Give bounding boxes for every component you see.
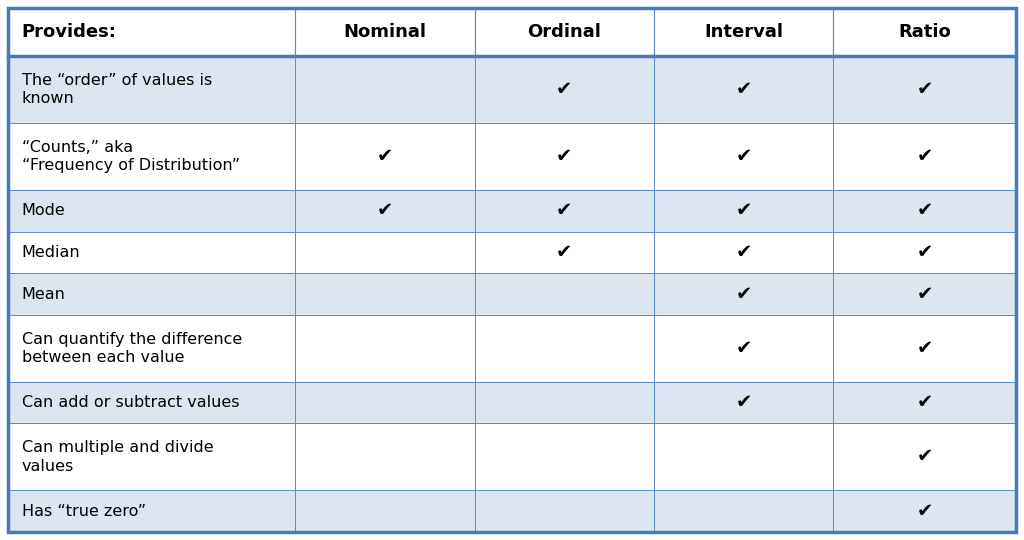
Text: ✔: ✔ [735, 243, 752, 262]
Text: ✔: ✔ [735, 201, 752, 220]
Text: ✔: ✔ [735, 80, 752, 99]
Text: ✔: ✔ [556, 147, 572, 166]
Bar [834, 273, 1016, 315]
Text: Can multiple and divide
values: Can multiple and divide values [22, 440, 213, 474]
Text: ✔: ✔ [916, 147, 933, 166]
Bar [834, 56, 1016, 123]
Text: ✔: ✔ [735, 285, 752, 303]
Text: Mode: Mode [22, 203, 66, 218]
Bar [295, 423, 475, 490]
Text: ✔: ✔ [916, 447, 933, 467]
Bar [8, 123, 295, 190]
Bar [475, 232, 654, 273]
Bar [654, 123, 834, 190]
Bar [475, 423, 654, 490]
Text: Can add or subtract values: Can add or subtract values [22, 395, 239, 410]
Bar [654, 8, 834, 56]
Bar [8, 8, 295, 56]
Bar [295, 123, 475, 190]
Bar [475, 490, 654, 532]
Bar [295, 56, 475, 123]
Text: Interval: Interval [705, 23, 783, 41]
Bar [834, 423, 1016, 490]
Bar [295, 232, 475, 273]
Text: Can quantify the difference
between each value: Can quantify the difference between each… [22, 332, 242, 365]
Bar [475, 56, 654, 123]
Bar [295, 190, 475, 232]
Text: Has “true zero”: Has “true zero” [22, 503, 145, 518]
Text: ✔: ✔ [735, 147, 752, 166]
Bar [834, 490, 1016, 532]
Bar [8, 56, 295, 123]
Bar [654, 315, 834, 382]
Bar [654, 423, 834, 490]
Bar [475, 8, 654, 56]
Text: “Counts,” aka
“Frequency of Distribution”: “Counts,” aka “Frequency of Distribution… [22, 140, 240, 173]
Bar [8, 273, 295, 315]
Text: ✔: ✔ [377, 201, 393, 220]
Text: ✔: ✔ [916, 80, 933, 99]
Bar [295, 490, 475, 532]
Bar [295, 273, 475, 315]
Bar [475, 190, 654, 232]
Bar [475, 315, 654, 382]
Text: ✔: ✔ [916, 285, 933, 303]
Text: ✔: ✔ [916, 243, 933, 262]
Bar [8, 382, 295, 423]
Bar [8, 315, 295, 382]
Text: ✔: ✔ [916, 201, 933, 220]
Bar [654, 190, 834, 232]
Text: ✔: ✔ [735, 393, 752, 412]
Text: ✔: ✔ [377, 147, 393, 166]
Bar [834, 382, 1016, 423]
Bar [475, 382, 654, 423]
Bar [654, 232, 834, 273]
Bar [8, 190, 295, 232]
Bar [295, 8, 475, 56]
Text: ✔: ✔ [916, 502, 933, 521]
Text: Ratio: Ratio [898, 23, 951, 41]
Bar [834, 232, 1016, 273]
Bar [834, 190, 1016, 232]
Text: Mean: Mean [22, 287, 66, 302]
Text: Median: Median [22, 245, 80, 260]
Bar [834, 8, 1016, 56]
Text: The “order” of values is
known: The “order” of values is known [22, 73, 212, 106]
Bar [8, 232, 295, 273]
Bar [8, 423, 295, 490]
Text: ✔: ✔ [735, 339, 752, 358]
Bar [654, 490, 834, 532]
Text: ✔: ✔ [556, 201, 572, 220]
Text: Nominal: Nominal [343, 23, 427, 41]
Bar [8, 490, 295, 532]
Bar [834, 315, 1016, 382]
Bar [834, 123, 1016, 190]
Bar [295, 315, 475, 382]
Text: ✔: ✔ [916, 393, 933, 412]
Bar [295, 382, 475, 423]
Bar [654, 273, 834, 315]
Text: ✔: ✔ [556, 243, 572, 262]
Text: Provides:: Provides: [22, 23, 117, 41]
Bar [475, 273, 654, 315]
Bar [654, 382, 834, 423]
Text: ✔: ✔ [556, 80, 572, 99]
Text: ✔: ✔ [916, 339, 933, 358]
Bar [654, 56, 834, 123]
Bar [475, 123, 654, 190]
Text: Ordinal: Ordinal [527, 23, 601, 41]
